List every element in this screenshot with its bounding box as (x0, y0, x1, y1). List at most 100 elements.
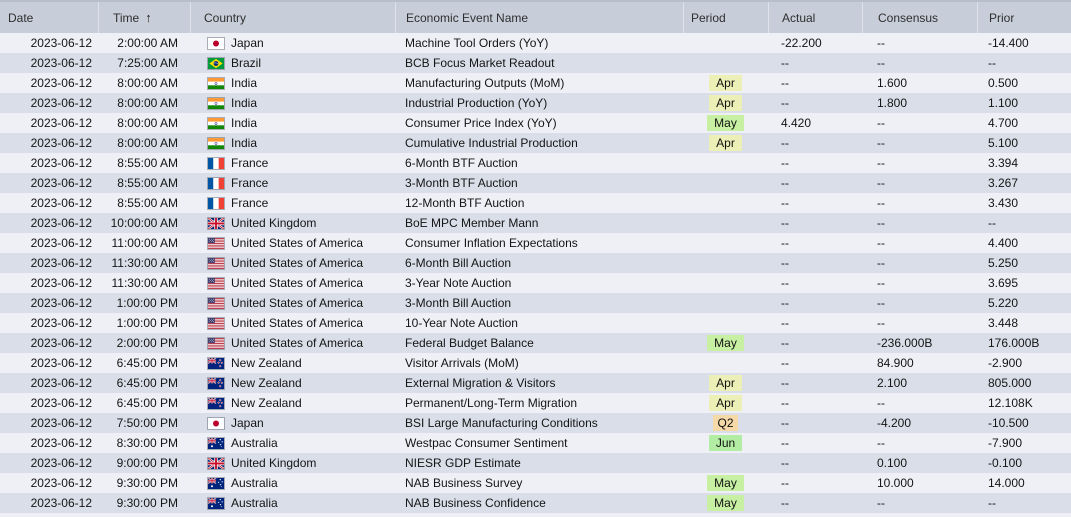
column-header-event-name[interactable]: Economic Event Name (395, 2, 683, 33)
consensus-cell: -- (877, 296, 885, 310)
table-row[interactable]: 2023-06-12 11:00:00 AM United States of … (0, 233, 1071, 253)
column-header-date[interactable]: Date (0, 2, 98, 33)
actual-cell: -- (781, 136, 789, 150)
consensus-cell: 10.000 (877, 476, 914, 490)
table-row[interactable]: 2023-06-12 1:00:00 PM United States of A… (0, 313, 1071, 333)
period-cell (683, 233, 768, 253)
event-name-cell: Machine Tool Orders (YoY) (405, 36, 549, 50)
period-cell: May (683, 113, 768, 133)
country-cell: India (190, 113, 395, 133)
time-cell: 9:00:00 PM (116, 456, 178, 470)
country-cell: United States of America (190, 333, 395, 353)
event-name-cell: BoE MPC Member Mann (405, 216, 539, 230)
date-cell: 2023-06-12 (30, 456, 92, 470)
period-badge: May (707, 495, 744, 511)
column-header-actual[interactable]: Actual (768, 2, 862, 33)
column-header-time[interactable]: Time ↑ (98, 2, 190, 33)
period-cell (683, 313, 768, 333)
date-cell: 2023-06-12 (30, 116, 92, 130)
time-cell: 6:45:00 PM (116, 376, 178, 390)
prior-cell: 14.000 (988, 476, 1025, 490)
column-header-consensus[interactable]: Consensus (862, 2, 977, 33)
period-cell: May (683, 473, 768, 493)
consensus-cell: -- (877, 136, 885, 150)
time-cell: 2:00:00 PM (116, 336, 178, 350)
table-row[interactable]: 2023-06-12 8:55:00 AM France 12-Month BT… (0, 193, 1071, 213)
period-cell: May (683, 493, 768, 513)
table-row[interactable]: 2023-06-12 8:00:00 AM India Industrial P… (0, 93, 1071, 113)
actual-cell: -- (781, 216, 789, 230)
consensus-cell: 1.600 (877, 76, 908, 90)
table-row[interactable]: 2023-06-12 11:30:00 AM United States of … (0, 253, 1071, 273)
flag-usa-icon (208, 257, 224, 269)
time-cell: 11:30:00 AM (111, 276, 179, 290)
consensus-cell: -- (877, 216, 885, 230)
actual-cell: -- (781, 296, 789, 310)
date-cell: 2023-06-12 (30, 196, 92, 210)
consensus-cell: 0.100 (877, 456, 908, 470)
table-row[interactable]: 2023-06-12 11:30:00 AM United States of … (0, 273, 1071, 293)
column-header-period[interactable]: Period (683, 2, 768, 33)
table-row[interactable]: 2023-06-12 8:55:00 AM France 3-Month BTF… (0, 173, 1071, 193)
prior-cell: 3.695 (988, 276, 1019, 290)
column-header-prior[interactable]: Prior (977, 2, 1071, 33)
table-row[interactable]: 2023-06-12 8:55:00 AM France 6-Month BTF… (0, 153, 1071, 173)
actual-cell: -- (781, 336, 789, 350)
country-cell: Japan (190, 33, 395, 53)
table-row[interactable]: 2023-06-12 7:50:00 PM Japan BSI Large Ma… (0, 413, 1071, 433)
actual-header-label: Actual (782, 10, 816, 25)
column-header-country[interactable]: Country (190, 2, 395, 33)
table-row[interactable]: 2023-06-12 8:00:00 AM India Manufacturin… (0, 73, 1071, 93)
time-cell: 11:30:00 AM (111, 256, 179, 270)
table-row[interactable]: 2023-06-12 8:00:00 AM India Consumer Pri… (0, 113, 1071, 133)
country-name: India (231, 136, 258, 150)
prior-header-label: Prior (989, 10, 1015, 25)
consensus-cell: -- (877, 236, 885, 250)
table-row[interactable]: 2023-06-12 6:45:00 PM New Zealand Visito… (0, 353, 1071, 373)
country-cell: France (190, 193, 395, 213)
time-cell: 11:00:00 AM (111, 236, 179, 250)
date-cell: 2023-06-12 (30, 256, 92, 270)
prior-cell: 5.100 (988, 136, 1019, 150)
actual-cell: -- (781, 396, 789, 410)
consensus-header-label: Consensus (878, 10, 939, 25)
table-row[interactable]: 2023-06-12 10:00:00 AM United Kingdom Bo… (0, 213, 1071, 233)
event-name-cell: Consumer Price Index (YoY) (405, 116, 557, 130)
date-cell: 2023-06-12 (30, 316, 92, 330)
country-name: Australia (231, 476, 278, 490)
country-name: United States of America (231, 256, 364, 270)
table-row[interactable]: 2023-06-12 7:25:00 AM Brazil BCB Focus M… (0, 53, 1071, 73)
table-row[interactable]: 2023-06-12 9:30:00 PM Australia NAB Busi… (0, 473, 1071, 493)
country-cell: France (190, 153, 395, 173)
table-row[interactable]: 2023-06-12 9:30:00 PM Australia NAB Busi… (0, 493, 1071, 513)
country-name: United States of America (231, 316, 364, 330)
period-cell: Apr (683, 373, 768, 393)
date-cell: 2023-06-12 (30, 36, 92, 50)
table-row[interactable]: 2023-06-12 2:00:00 PM United States of A… (0, 333, 1071, 353)
flag-usa-icon (208, 317, 224, 329)
flag-new-zealand-icon (208, 377, 224, 389)
prior-cell: -0.100 (988, 456, 1023, 470)
event-name-cell: Westpac Consumer Sentiment (405, 436, 568, 450)
period-badge: May (707, 475, 744, 491)
table-row[interactable]: 2023-06-12 1:00:00 PM United States of A… (0, 293, 1071, 313)
country-name: India (231, 76, 258, 90)
country-name: United States of America (231, 276, 364, 290)
date-cell: 2023-06-12 (30, 356, 92, 370)
table-row[interactable]: 2023-06-12 8:30:00 PM Australia Westpac … (0, 433, 1071, 453)
table-row[interactable]: 2023-06-12 6:45:00 PM New Zealand Extern… (0, 373, 1071, 393)
table-row[interactable]: 2023-06-12 2:00:00 AM Japan Machine Tool… (0, 33, 1071, 53)
period-badge: Apr (709, 135, 742, 151)
table-row[interactable]: 2023-06-12 8:00:00 AM India Cumulative I… (0, 133, 1071, 153)
country-name: India (231, 96, 258, 110)
period-header-label: Period (691, 10, 726, 25)
table-row[interactable]: 2023-06-12 9:00:00 PM United Kingdom NIE… (0, 453, 1071, 473)
period-badge: Apr (709, 395, 742, 411)
time-cell: 8:00:00 AM (117, 116, 178, 130)
time-cell: 8:00:00 AM (117, 76, 178, 90)
prior-cell: 0.500 (988, 76, 1019, 90)
prior-cell: 3.394 (988, 156, 1019, 170)
table-row[interactable]: 2023-06-12 6:45:00 PM New Zealand Perman… (0, 393, 1071, 413)
time-cell: 8:55:00 AM (117, 156, 178, 170)
period-cell: Apr (683, 93, 768, 113)
